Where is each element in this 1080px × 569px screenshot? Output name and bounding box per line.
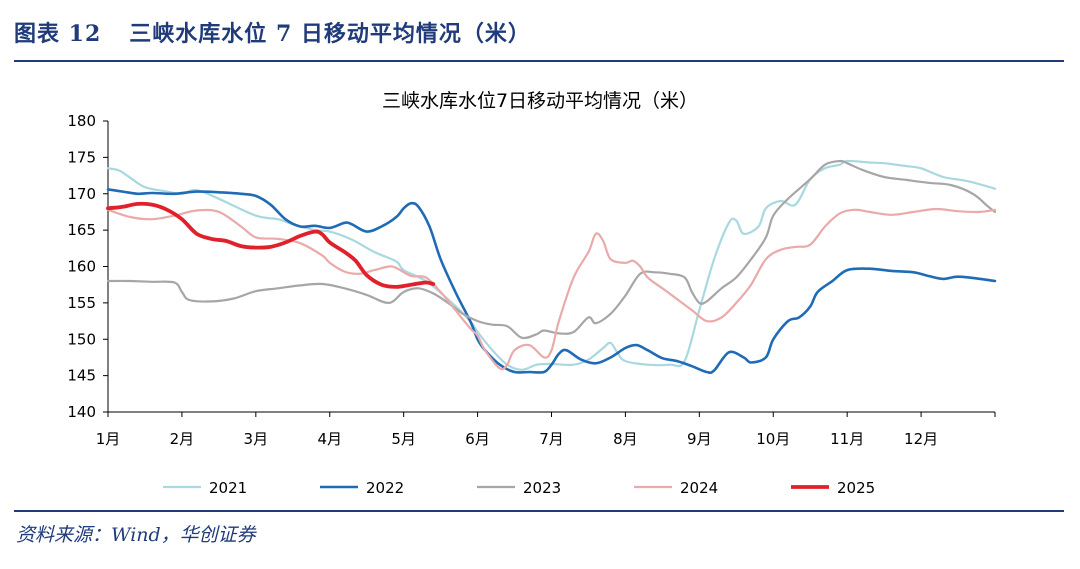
legend-label-2021: 2021 <box>209 479 247 497</box>
x-tick-label: 7月 <box>539 430 564 448</box>
series-line-2024 <box>106 207 997 371</box>
chart-title: 三峡水库水位7日移动平均情况（米） <box>382 90 698 112</box>
y-axis: 140 145 150 155 160 165 170 175 180 <box>67 112 109 421</box>
y-tick-label: 165 <box>67 221 96 239</box>
x-tick-label: 5月 <box>391 430 416 448</box>
series-line-2021 <box>106 159 997 371</box>
series-layer <box>106 159 997 375</box>
water-level-chart: 三峡水库水位7日移动平均情况（米） 1401451501551601651701… <box>67 90 997 497</box>
x-tick-label: 4月 <box>317 430 342 448</box>
y-tick-label: 155 <box>67 294 96 312</box>
series-line-2023 <box>106 159 997 340</box>
y-tick-label: 145 <box>67 367 96 385</box>
legend-label-2024: 2024 <box>680 479 718 497</box>
x-axis: 1月 2月 3月 4月 5月 6月 7月 8月 9月 10月 11月 12月 <box>96 411 996 448</box>
figure-title: 三峡水库水位 7 日移动平均情况（米） <box>129 21 531 47</box>
x-tick-label: 1月 <box>96 430 121 448</box>
figure-number: 图表 12 <box>14 21 102 47</box>
legend-label-2022: 2022 <box>366 479 404 497</box>
y-tick-label: 150 <box>67 330 96 348</box>
x-tick-label: 12月 <box>904 430 938 448</box>
y-tick-label: 175 <box>67 148 96 166</box>
x-tick-label: 2月 <box>170 430 195 448</box>
x-tick-label: 6月 <box>465 430 490 448</box>
y-tick-label: 180 <box>67 112 96 130</box>
source-note: 资料来源：Wind，华创证券 <box>16 524 256 546</box>
figure-header: 图表 12 三峡水库水位 7 日移动平均情况（米） <box>14 12 1064 52</box>
footer-rule <box>14 510 1064 512</box>
x-tick-label: 10月 <box>756 430 790 448</box>
series-line-2025 <box>106 201 436 289</box>
header-rule <box>14 60 1064 62</box>
legend-label-2025: 2025 <box>837 479 875 497</box>
y-tick-label: 140 <box>67 403 96 421</box>
x-tick-label: 8月 <box>613 430 638 448</box>
x-tick-label: 3月 <box>244 430 269 448</box>
x-tick-label: 11月 <box>830 430 864 448</box>
x-tick-label: 9月 <box>687 430 712 448</box>
legend: 2021 2022 2023 2024 2025 <box>163 479 875 497</box>
series-line-2022 <box>106 188 997 375</box>
legend-label-2023: 2023 <box>523 479 561 497</box>
y-tick-label: 160 <box>67 258 96 276</box>
y-tick-label: 170 <box>67 185 96 203</box>
